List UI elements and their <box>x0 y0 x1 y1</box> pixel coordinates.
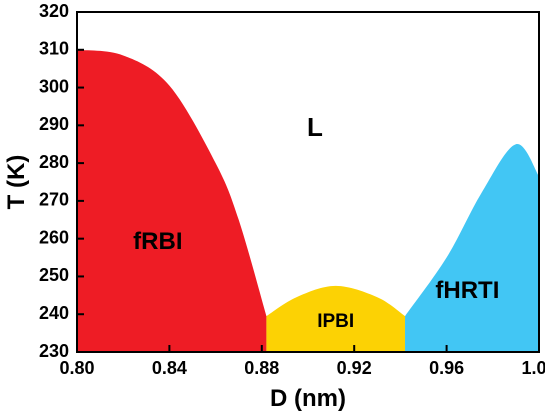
y-tick-label: 310 <box>39 39 69 59</box>
x-tick-label: 0.88 <box>244 358 279 378</box>
y-tick-label: 260 <box>39 227 69 247</box>
y-tick-label: 230 <box>39 341 69 361</box>
y-tick-label: 240 <box>39 303 69 323</box>
x-tick-label: 0.80 <box>59 358 94 378</box>
labels-layer: fRBI IPBI fHRTI L <box>133 112 499 332</box>
y-tick-label: 270 <box>39 190 69 210</box>
region-label-frbi: fRBI <box>133 228 182 255</box>
y-tick-label: 290 <box>39 114 69 134</box>
x-tick-label: 0.92 <box>337 358 372 378</box>
y-axis-title: T (K) <box>3 155 30 210</box>
x-tick-label: 0.96 <box>429 358 464 378</box>
y-tick-label: 280 <box>39 152 69 172</box>
x-tick-label: 1.00 <box>521 358 545 378</box>
x-tick-label: 0.84 <box>152 358 187 378</box>
regions-layer <box>77 49 539 352</box>
region-frbi-area <box>77 49 267 352</box>
y-tick-label: 250 <box>39 265 69 285</box>
ticks-layer: 0.80 0.84 0.88 0.92 0.96 1.00 230 240 250 260 270 2… <box>39 1 545 378</box>
region-label-ipbi: IPBI <box>317 311 354 332</box>
y-tick-label: 320 <box>39 1 69 21</box>
region-label-fhrti: fHRTI <box>435 277 499 304</box>
region-fhrti-area <box>405 144 539 352</box>
x-axis-title: D (nm) <box>270 385 346 412</box>
region-label-l: L <box>307 112 323 142</box>
region-ipbi-area <box>266 285 406 352</box>
plot-frame <box>76 11 540 353</box>
y-tick-label: 300 <box>39 76 69 96</box>
